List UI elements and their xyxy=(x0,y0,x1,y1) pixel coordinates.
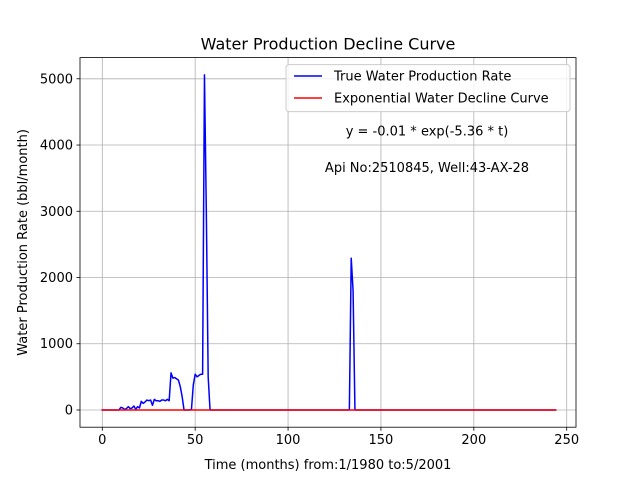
equation-annotation: y = -0.01 * exp(-5.36 * t) xyxy=(346,125,509,140)
well-annotation: Api No:2510845, Well:43-AX-28 xyxy=(325,161,529,176)
y-tick-label: 5000 xyxy=(40,72,73,87)
legend-label-exponential-curve: Exponential Water Decline Curve xyxy=(334,92,549,107)
x-axis-ticks: 0 50 100 150 200 250 xyxy=(98,427,579,448)
chart-title: Water Production Decline Curve xyxy=(201,35,456,54)
legend: True Water Production Rate Exponential W… xyxy=(285,64,571,113)
legend-box xyxy=(285,64,571,113)
x-axis-label: Time (months) from:1/1980 to:5/2001 xyxy=(204,458,452,473)
x-tick-label: 250 xyxy=(554,433,579,448)
series-layer xyxy=(101,74,557,411)
plot-background xyxy=(80,57,576,428)
x-tick-label: 100 xyxy=(276,433,301,448)
y-tick-label: 2000 xyxy=(40,271,73,286)
series-line-true-rate xyxy=(101,74,557,411)
y-tick-label: 1000 xyxy=(40,337,73,352)
y-tick-label: 3000 xyxy=(40,205,73,220)
y-axis-ticks: 0 1000 2000 3000 4000 5000 xyxy=(40,72,80,418)
legend-label-true-rate: True Water Production Rate xyxy=(333,70,511,85)
plot-frame xyxy=(79,57,577,428)
x-tick-label: 50 xyxy=(187,433,204,448)
x-tick-label: 150 xyxy=(369,433,394,448)
x-tick-label: 0 xyxy=(98,433,106,448)
y-axis-label: Water Production Rate (bbl/month) xyxy=(16,129,31,356)
x-tick-label: 200 xyxy=(461,433,486,448)
y-tick-label: 0 xyxy=(65,403,73,418)
y-tick-label: 4000 xyxy=(40,139,73,154)
